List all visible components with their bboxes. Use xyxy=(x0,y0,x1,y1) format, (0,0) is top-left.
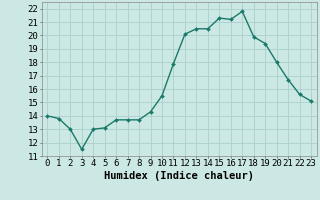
X-axis label: Humidex (Indice chaleur): Humidex (Indice chaleur) xyxy=(104,171,254,181)
